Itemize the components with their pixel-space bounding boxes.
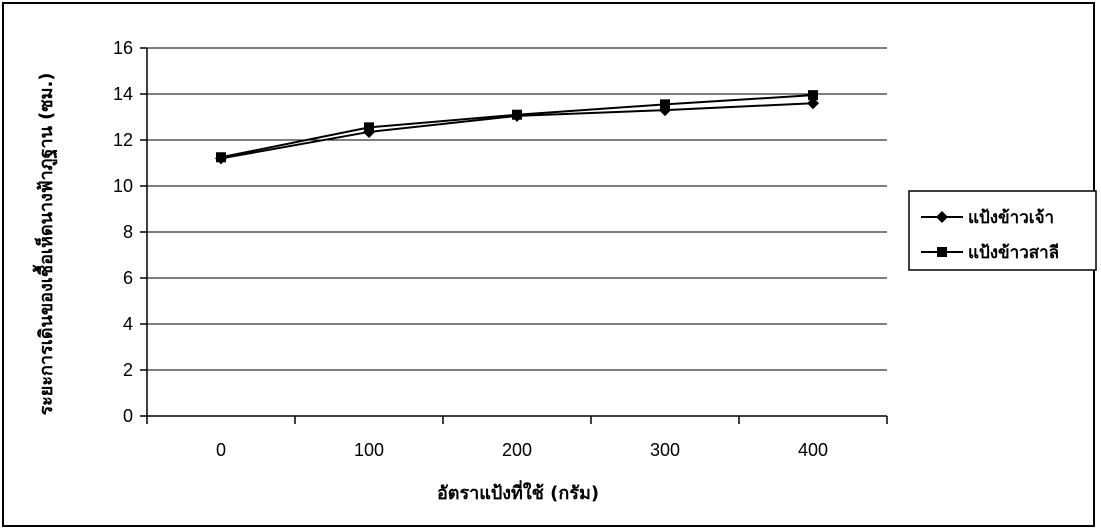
x-tick-label: 300: [650, 440, 680, 460]
data-point-square: [808, 90, 818, 101]
legend: แป้งข้าวเจ้า แป้งข้าวสาลี: [908, 190, 1097, 271]
series-lines: [215, 90, 819, 165]
x-tick-label: 400: [798, 440, 828, 460]
x-axis-title: อัตราแป้งที่ใช้ (กรัม): [437, 480, 599, 504]
gridlines: [147, 47, 887, 417]
data-point-square: [364, 122, 374, 133]
y-tick-label: 2: [123, 360, 133, 380]
x-tick-label: 200: [502, 440, 532, 460]
y-tick-label: 10: [113, 176, 133, 196]
series-line-1: [220, 94, 814, 159]
data-point-square: [660, 99, 670, 110]
axes: [140, 47, 888, 424]
data-point-diamond: [807, 97, 819, 110]
legend-label-rice-flour: แป้งข้าวเจ้า: [968, 208, 1054, 228]
x-tick-label: 0: [216, 440, 226, 460]
x-tick-labels: 0 100 200 300 400: [216, 440, 828, 460]
legend-item-rice-flour: แป้งข้าวเจ้า: [921, 208, 1054, 228]
legend-item-wheat-flour: แป้งข้าวสาลี: [921, 242, 1059, 263]
data-point-square: [216, 152, 226, 163]
y-tick-labels: 0 2 4 6 8 10 12 14 16: [113, 38, 133, 426]
y-tick-label: 8: [123, 222, 133, 242]
legend-marker-diamond: [936, 211, 948, 223]
y-tick-label: 0: [123, 406, 133, 426]
x-tick-label: 100: [354, 440, 384, 460]
y-tick-label: 12: [113, 130, 133, 150]
y-axis-title: ระยะการเดินของเชื้อเห็ดนางฟ้าภูฐาน (ซม.): [32, 72, 58, 415]
y-tick-label: 4: [123, 314, 133, 334]
y-tick-label: 14: [113, 84, 133, 104]
legend-label-wheat-flour: แป้งข้าวสาลี: [968, 242, 1059, 263]
data-point-square: [512, 109, 522, 120]
y-tick-label: 16: [113, 38, 133, 58]
y-tick-label: 6: [123, 268, 133, 288]
legend-marker-square: [937, 247, 947, 257]
